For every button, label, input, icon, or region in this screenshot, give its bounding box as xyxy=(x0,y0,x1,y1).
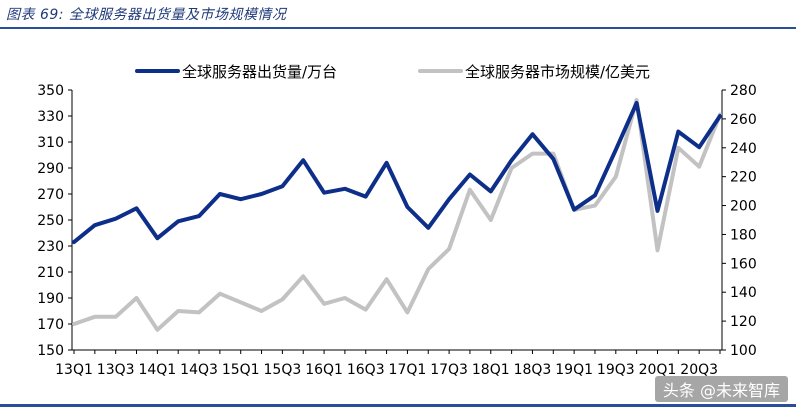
y-right-tick-label: 280 xyxy=(730,83,757,99)
x-tick-label: 16Q3 xyxy=(347,362,385,378)
y-right-tick-label: 220 xyxy=(730,170,757,186)
y-left-tick-label: 150 xyxy=(37,343,64,359)
y-left-tick-label: 310 xyxy=(37,135,64,151)
x-tick-label: 13Q3 xyxy=(97,362,135,378)
y-left-tick-label: 210 xyxy=(37,265,64,281)
x-tick-label: 18Q1 xyxy=(472,362,510,378)
y-right-tick-label: 120 xyxy=(730,314,757,330)
x-tick-label: 20Q1 xyxy=(639,362,677,378)
y-right-tick-label: 160 xyxy=(730,256,757,272)
title-rule xyxy=(0,27,796,29)
y-left-tick-label: 270 xyxy=(37,187,64,203)
y-left-tick-label: 290 xyxy=(37,161,64,177)
y-right-tick-label: 180 xyxy=(730,227,757,243)
x-tick-label: 14Q1 xyxy=(138,362,176,378)
x-tick-label: 17Q1 xyxy=(389,362,427,378)
y-right-tick-label: 200 xyxy=(730,199,757,215)
y-left-tick-label: 330 xyxy=(37,109,64,125)
legend-label: 全球服务器出货量/万台 xyxy=(182,63,337,81)
x-tick-label: 16Q1 xyxy=(305,362,343,378)
figure-title: 图表 69: 全球服务器出货量及市场规模情况 xyxy=(6,7,287,23)
y-left-tick-label: 170 xyxy=(37,317,64,333)
legend-label: 全球服务器市场规模/亿美元 xyxy=(465,63,650,81)
bottom-rule xyxy=(0,404,796,407)
y-right-tick-label: 260 xyxy=(730,112,757,128)
x-tick-label: 14Q3 xyxy=(180,362,218,378)
x-tick-label: 18Q3 xyxy=(514,362,552,378)
x-tick-label: 15Q3 xyxy=(264,362,302,378)
y-left-tick-label: 250 xyxy=(37,213,64,229)
y-left-tick-label: 190 xyxy=(37,291,64,307)
x-tick-label: 20Q3 xyxy=(680,362,718,378)
x-tick-label: 19Q1 xyxy=(555,362,593,378)
x-tick-label: 15Q1 xyxy=(222,362,260,378)
series-line-market-size xyxy=(72,98,722,332)
y-right-tick-label: 240 xyxy=(730,141,757,157)
y-right-tick-label: 140 xyxy=(730,285,757,301)
y-left-tick-label: 350 xyxy=(37,83,64,99)
y-right-tick-label: 100 xyxy=(730,343,757,359)
watermark: 头条 @未来智库 xyxy=(654,376,788,402)
x-tick-label: 19Q3 xyxy=(597,362,635,378)
series-line-shipments xyxy=(72,101,722,245)
x-tick-label: 13Q1 xyxy=(55,362,93,378)
y-left-tick-label: 230 xyxy=(37,239,64,255)
x-tick-label: 17Q3 xyxy=(430,362,468,378)
